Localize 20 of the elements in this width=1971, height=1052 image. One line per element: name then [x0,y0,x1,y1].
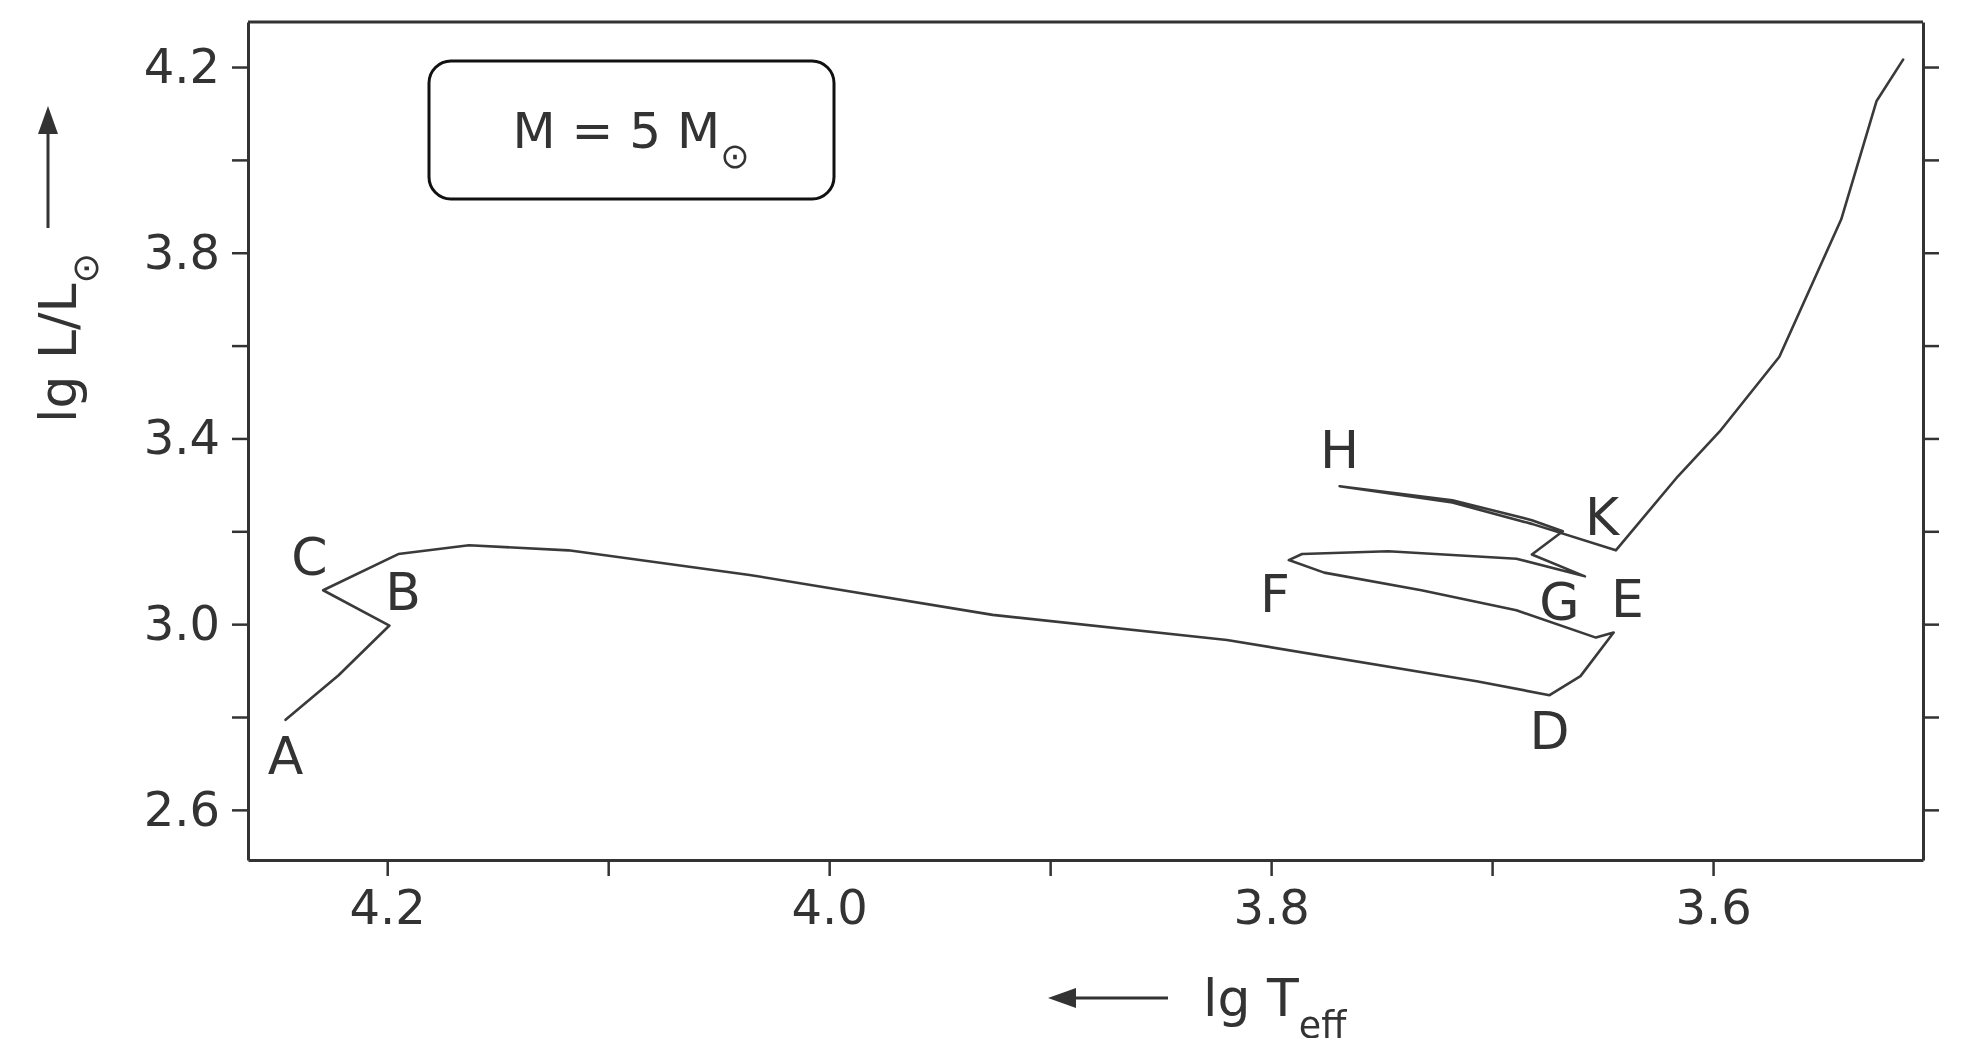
annotation: A [267,725,304,786]
y-tick-label: 3.4 [143,409,220,466]
annotation: B [385,562,422,623]
annotation: H [1320,420,1360,481]
x-tick-label: 4.2 [349,879,426,936]
annotation: D [1529,701,1570,762]
x-tick-label: 3.6 [1675,879,1752,936]
annotation: M = 5 M$_{⊙}$ [512,101,750,176]
annotation: F [1260,563,1290,624]
annotation: C [291,527,328,588]
x-tick-label: 3.8 [1233,879,1310,936]
y-tick-label: 3.8 [143,223,220,280]
y-tick-label: 4.2 [143,37,220,94]
annotation: E [1610,569,1644,630]
y-tick-label: 2.6 [143,780,220,837]
annotation: K [1585,487,1622,548]
annotation: G [1539,571,1580,632]
x-axis-title: lg T$_{eff}$ [1203,968,1348,1047]
x-tick-label: 4.0 [791,879,868,936]
y-tick-label: 3.0 [143,595,220,652]
